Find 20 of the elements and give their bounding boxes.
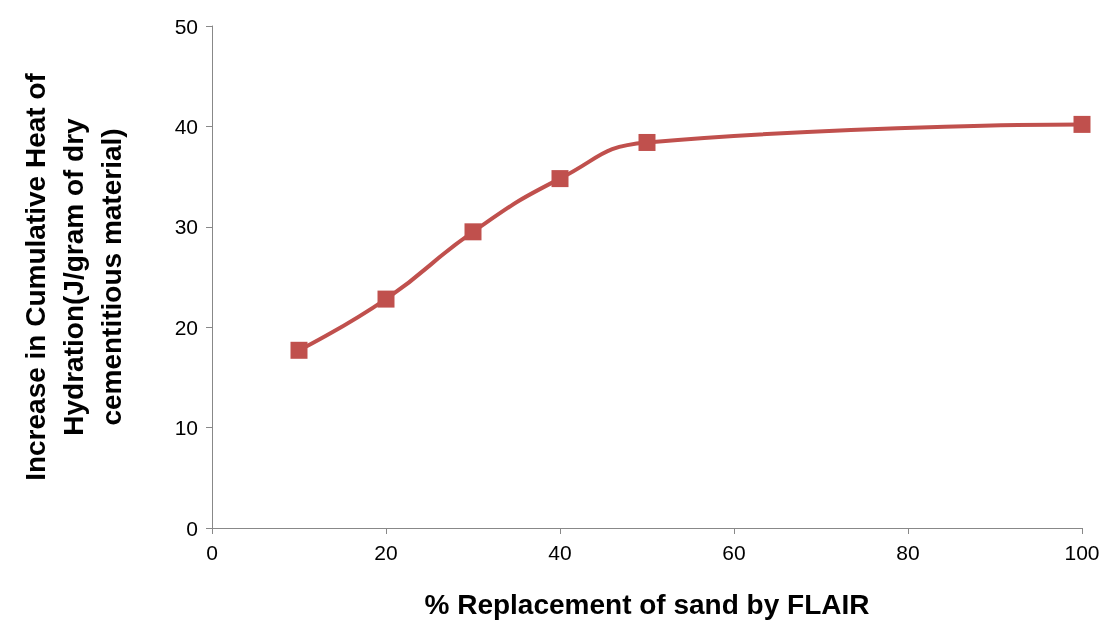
x-axis-title: % Replacement of sand by FLAIR (424, 588, 870, 620)
y-tick-label: 30 (174, 215, 198, 239)
y-tick-label: 0 (186, 516, 198, 540)
x-tick-label: 80 (896, 541, 920, 564)
x-tick-label: 20 (374, 541, 398, 564)
point (290, 341, 308, 359)
x-tick-label: 60 (722, 541, 746, 564)
y-tick-label: 20 (174, 315, 198, 339)
y-tick-label: 50 (174, 14, 198, 38)
x-tick-label: 0 (206, 541, 218, 564)
point (377, 290, 395, 308)
y-tick-label: 10 (174, 416, 198, 440)
y-tick-label: 40 (174, 114, 198, 138)
x-tick-label: 100 (1064, 541, 1100, 564)
point (464, 223, 482, 241)
point (638, 133, 656, 151)
point (551, 170, 569, 188)
y-axis-title: Increase in Cumulative Heat of Hydration(J/gram of dry cementitious material) (19, 72, 127, 481)
point (1073, 115, 1091, 133)
x-tick-label: 40 (548, 541, 572, 564)
